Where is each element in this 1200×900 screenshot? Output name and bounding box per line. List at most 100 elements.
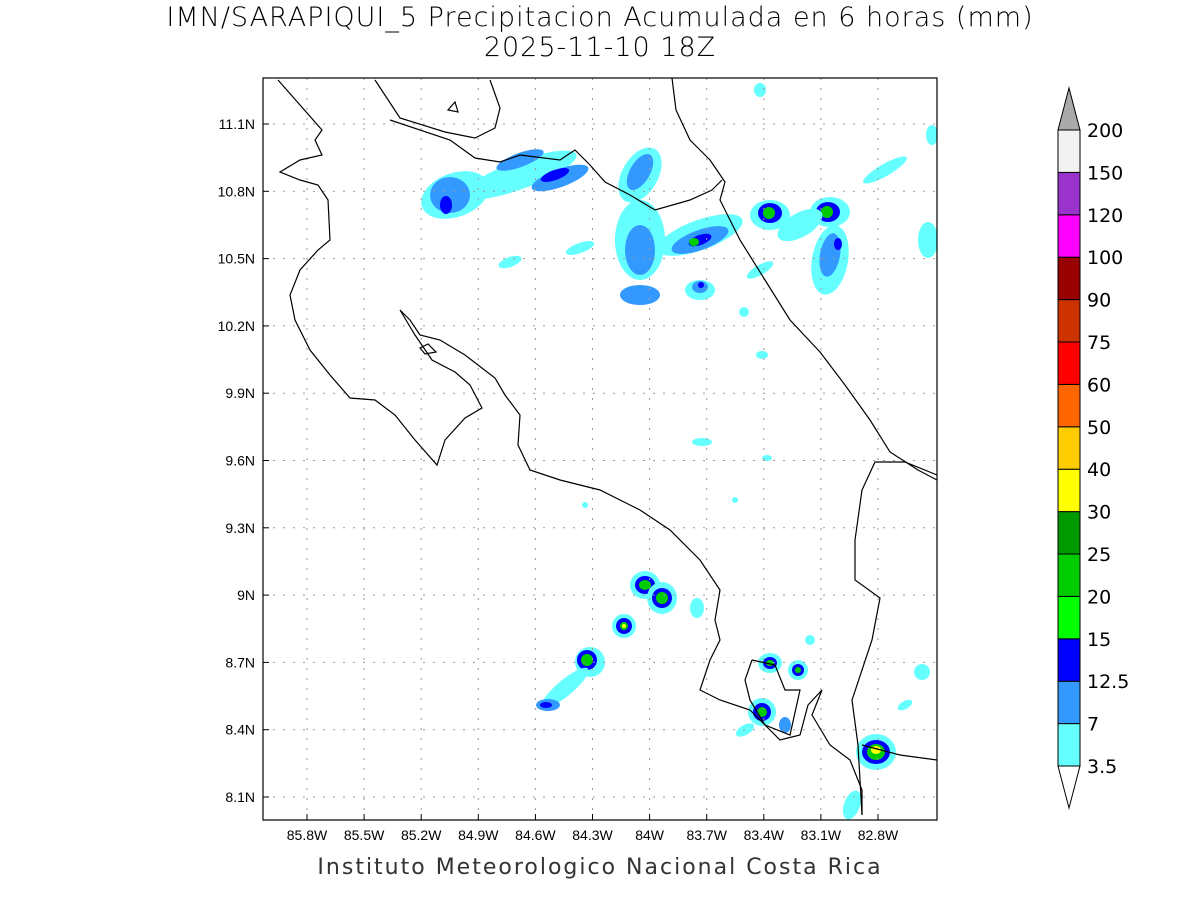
colorbar-box <box>1057 383 1081 428</box>
colorbar-label: 60 <box>1087 374 1111 396</box>
precip-contour <box>639 580 651 590</box>
lat-label: 10.2N <box>218 318 255 334</box>
footer-credit: Instituto Meteorologico Nacional Costa R… <box>317 855 883 880</box>
precip-contour <box>540 168 570 182</box>
precip-contour <box>914 664 930 680</box>
precipitation-field <box>421 83 937 820</box>
axis-labels: 85.8W 85.5W 85.2W 84.9W 84.6W 84.3W 84W 83.7W 83… <box>218 116 899 843</box>
pacific-coastline <box>277 79 863 815</box>
colorbar-label: 12.5 <box>1087 671 1129 693</box>
precip-contour <box>746 261 774 279</box>
colorbar-label: 75 <box>1087 332 1111 354</box>
precip-contour <box>842 790 862 820</box>
graticule <box>263 78 937 820</box>
colorbar-box <box>1057 426 1081 470</box>
colorbar-over-triangle <box>1057 86 1081 131</box>
precip-contour <box>762 455 772 461</box>
precip-contour <box>834 238 842 250</box>
colorbar-box <box>1057 638 1081 682</box>
lon-label: 83.1W <box>801 827 842 843</box>
lon-label: 85.5W <box>344 827 385 843</box>
precip-contour <box>754 83 766 97</box>
colorbar-label: 3.5 <box>1087 756 1117 778</box>
island <box>446 100 459 113</box>
panama-coastline <box>861 744 937 761</box>
colorbar-label: 7 <box>1087 714 1099 736</box>
precip-contour <box>779 717 791 733</box>
lake-nicaragua-shore <box>374 79 501 139</box>
precip-contour <box>757 707 767 717</box>
precip-contour <box>692 438 712 446</box>
lat-label: 11.1N <box>219 116 255 132</box>
colorbar-label: 15 <box>1087 629 1111 651</box>
precip-contour <box>918 222 937 258</box>
nicaragua-border <box>389 119 723 211</box>
colorbar-label: 90 <box>1087 290 1111 312</box>
panama-border <box>851 461 937 816</box>
colorbar-label: 150 <box>1087 162 1123 184</box>
colorbar-box <box>1057 680 1081 725</box>
colorbar-box <box>1057 723 1081 767</box>
colorbar-box <box>1057 553 1081 597</box>
lat-label: 10.5N <box>218 251 255 267</box>
precip-contour <box>763 207 775 219</box>
precip-contour <box>756 351 768 359</box>
osa-peninsula <box>744 659 801 736</box>
colorbar-label: 120 <box>1087 205 1123 227</box>
map-title: IMN/SARAPIQUI_5 Precipitacion Acumulada … <box>166 2 1034 33</box>
precip-contour <box>739 307 749 317</box>
lat-label: 8.4N <box>225 722 255 738</box>
lon-label: 84.3W <box>572 827 613 843</box>
lat-label: 8.1N <box>225 789 255 805</box>
lon-label: 84W <box>635 827 665 843</box>
lat-label: 9.3N <box>225 520 255 536</box>
colorbar-label: 40 <box>1087 459 1111 481</box>
precip-contour <box>541 667 589 709</box>
precip-contour <box>863 156 907 184</box>
precip-contour <box>732 497 738 503</box>
precip-contour <box>698 282 704 288</box>
colorbar-under-triangle <box>1057 765 1081 810</box>
lat-label: 9.6N <box>225 453 255 469</box>
precip-contour <box>498 255 522 269</box>
precip-contour <box>625 225 655 275</box>
precip-contour <box>689 238 699 246</box>
colorbar-box <box>1057 468 1081 513</box>
lon-label: 83.4W <box>744 827 785 843</box>
lat-label: 9N <box>237 587 255 603</box>
caribbean-coastline <box>671 78 937 481</box>
colorbar-label: 25 <box>1087 544 1111 566</box>
precip-contour <box>540 702 552 708</box>
precip-contour <box>582 502 588 508</box>
precip-contour <box>581 654 593 666</box>
coastlines <box>277 78 937 816</box>
precip-contour <box>897 699 913 711</box>
colorbar-label: 100 <box>1087 247 1123 269</box>
colorbar-box <box>1057 171 1081 216</box>
precip-contour <box>440 196 452 214</box>
precip-contour <box>656 592 668 604</box>
precip-contour <box>626 153 654 191</box>
colorbar-box <box>1057 299 1081 343</box>
colorbar-box <box>1057 511 1081 555</box>
colorbar: 3.5 7 12.5 15 20 25 30 40 50 60 75 90 100 120 150 200 <box>1057 86 1129 810</box>
precip-contour <box>690 598 704 618</box>
colorbar-label: 30 <box>1087 502 1111 524</box>
lat-label: 10.8N <box>218 183 255 199</box>
lon-label: 85.2W <box>401 827 442 843</box>
colorbar-box <box>1057 214 1081 258</box>
lon-label: 84.9W <box>458 827 499 843</box>
colorbar-box <box>1057 595 1081 640</box>
colorbar-box <box>1057 256 1081 301</box>
map-subtitle: 2025-11-10 18Z <box>483 32 717 63</box>
precip-contour <box>620 285 660 305</box>
precip-contour <box>496 149 544 171</box>
lon-label: 84.6W <box>515 827 556 843</box>
precip-contour <box>622 624 626 628</box>
precip-contour <box>821 206 833 218</box>
colorbar-box <box>1057 129 1081 173</box>
precip-contour <box>777 208 823 242</box>
precip-contour <box>795 667 801 673</box>
lon-label: 85.8W <box>287 827 328 843</box>
